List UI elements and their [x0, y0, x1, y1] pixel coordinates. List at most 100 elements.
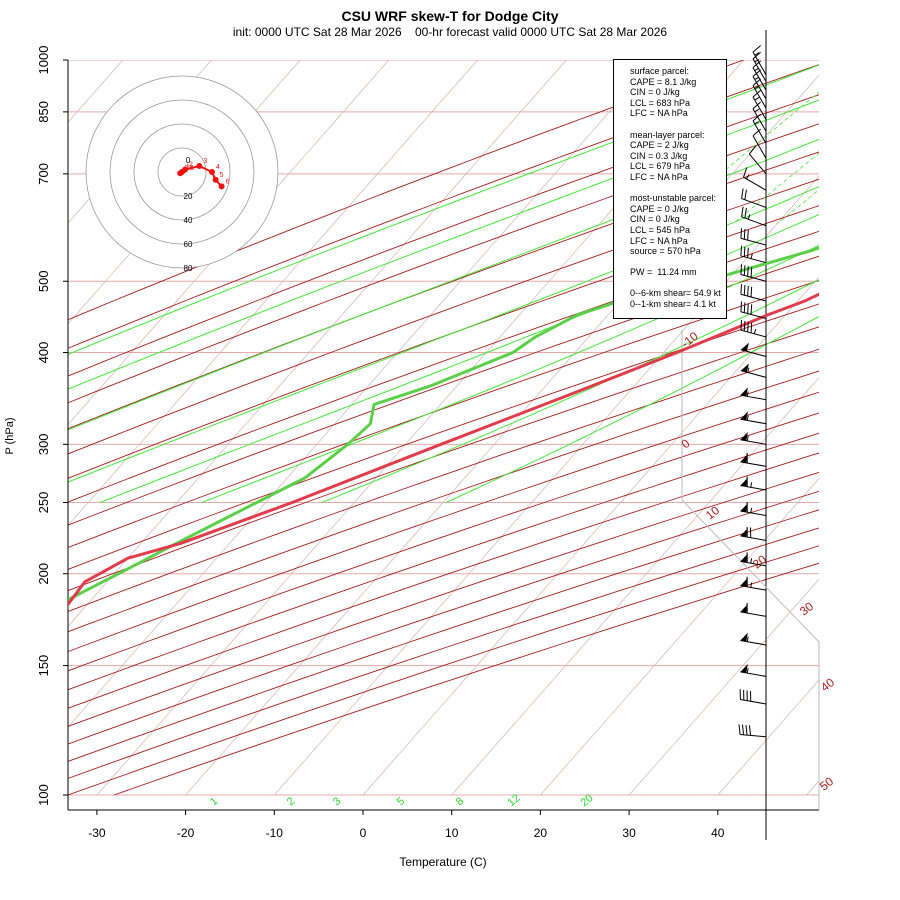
wind-barb-flag	[740, 577, 748, 587]
mixing-ratio-line	[733, 152, 819, 224]
wind-barb-half	[754, 52, 760, 56]
wind-barb-full	[743, 284, 746, 296]
wind-barb-full	[741, 188, 744, 199]
wind-barb-flag	[740, 454, 748, 463]
outer-boundary	[681, 499, 820, 810]
mean-layer-cin: CIN = 0.3 J/kg	[630, 150, 688, 161]
wind-barb-flag	[740, 664, 748, 673]
hodograph-point	[196, 163, 203, 169]
precipitable-water: PW = 11.24 mm	[630, 267, 697, 278]
wind-barb-staff	[740, 237, 767, 246]
y-tick-label: 250	[36, 492, 51, 514]
wind-barb	[740, 342, 767, 357]
wind-barb-half	[754, 59, 760, 63]
wind-barb-full	[752, 128, 761, 137]
wind-barb-half	[754, 97, 760, 101]
dry-adiabat-line	[68, 452, 819, 709]
wind-barb-flag	[740, 553, 748, 563]
wind-barb-half	[746, 636, 749, 642]
wind-barb-staff	[752, 51, 767, 75]
wind-barb-full	[740, 301, 743, 312]
wind-barb	[740, 319, 767, 338]
hodograph-point-label: 4	[216, 164, 220, 171]
wind-barb-full	[743, 265, 746, 276]
wind-barb-staff	[752, 96, 767, 120]
dry-adiabat-line	[68, 370, 819, 633]
wind-barb-full	[743, 246, 746, 257]
most-unstable-parcel-group: most-unstable parcel: CAPE = 0 J/kg CIN …	[630, 193, 726, 257]
surface-cin: CIN = 0 J/kg	[630, 87, 680, 98]
wind-barb	[739, 689, 767, 705]
wind-barb-flag	[740, 363, 750, 373]
mixing-ratio-label: 8	[454, 795, 466, 808]
wind-barb	[740, 411, 767, 425]
y-axis-label: P (hPa)	[4, 417, 16, 454]
wind-barb-full	[747, 247, 749, 258]
hodograph-point-label: 6	[226, 178, 230, 185]
isotherm-line	[895, 44, 900, 795]
wind-barb-half	[746, 174, 750, 180]
wind-barb-staff	[752, 120, 767, 144]
wind-barb-full	[740, 228, 743, 239]
wind-barb-half	[747, 214, 751, 220]
wind-barb-full	[741, 206, 744, 217]
wind-barb-full	[744, 189, 747, 200]
wind-barb-full	[752, 101, 761, 110]
parcel-stats-box: surface parcel: CAPE = 8.1 J/kg CIN = 0 …	[613, 59, 727, 319]
wind-barb-staff	[752, 58, 767, 82]
mixing-ratio-line	[894, 60, 900, 223]
wind-barb	[738, 724, 767, 738]
wind-barb	[741, 206, 767, 227]
wind-barb	[740, 576, 767, 591]
mean-layer-lfc: LFC = NA hPa	[630, 171, 688, 182]
wind-barb	[752, 51, 767, 82]
wind-barb-full	[743, 229, 746, 240]
y-tick-label: 1000	[36, 46, 51, 75]
most-unstable-source: source = 570 hPa	[630, 246, 701, 257]
wind-barb	[740, 228, 767, 246]
wind-barb-half	[750, 558, 753, 564]
dry-adiabat-line	[68, 123, 819, 404]
y-tick-label: 300	[36, 433, 51, 455]
wind-barb	[741, 188, 767, 208]
hodograph-ring	[133, 123, 231, 221]
wind-barb-staff	[741, 198, 767, 208]
wind-barb	[748, 145, 767, 175]
x-tick-label: -10	[266, 826, 284, 840]
dry-adiabat-line	[68, 471, 819, 727]
shear-0-6km: 0--6-km shear= 54.9 kt	[630, 288, 721, 299]
wind-barb-full	[750, 286, 753, 298]
wind-barb-staff	[752, 67, 767, 91]
wind-barb-staff	[740, 461, 767, 467]
most-unstable-heading: most-unstable parcel:	[630, 193, 717, 204]
wind-barb-full	[747, 303, 749, 314]
hodograph-point	[209, 169, 215, 175]
wind-barb	[740, 502, 767, 517]
hodograph-ring	[109, 99, 255, 245]
wind-barb-staff	[741, 216, 767, 227]
wind-barb	[752, 45, 767, 75]
wind-barb-flag	[740, 431, 748, 441]
hodograph-point	[182, 166, 188, 173]
hodograph: 20 40 60 80 00.51 2 3 456	[85, 75, 279, 273]
wind-barb-flag	[740, 632, 748, 642]
sounding-profiles	[68, 246, 819, 607]
y-tick-label: 700	[36, 163, 51, 185]
y-tick-label: 850	[36, 101, 51, 123]
chart-subtitle: init: 0000 UTC Sat 28 Mar 2026 00-hr for…	[232, 25, 668, 39]
mixing-ratio-label: 2	[285, 795, 297, 808]
wind-barb-flag	[740, 387, 748, 397]
wind-barb-full	[747, 266, 749, 277]
wind-barb	[752, 78, 767, 109]
dry-adiabat-line	[68, 151, 819, 430]
wind-barb-full	[752, 45, 761, 53]
y-tick-label: 100	[36, 784, 51, 806]
most-unstable-lfc: LFC = NA hPa	[630, 235, 688, 246]
isotherm-line	[540, 477, 819, 796]
wind-barb-full	[752, 51, 761, 60]
isotherm-line	[68, 60, 124, 123]
wind-barb-half	[750, 582, 753, 588]
wind-barb-flag	[740, 503, 748, 513]
